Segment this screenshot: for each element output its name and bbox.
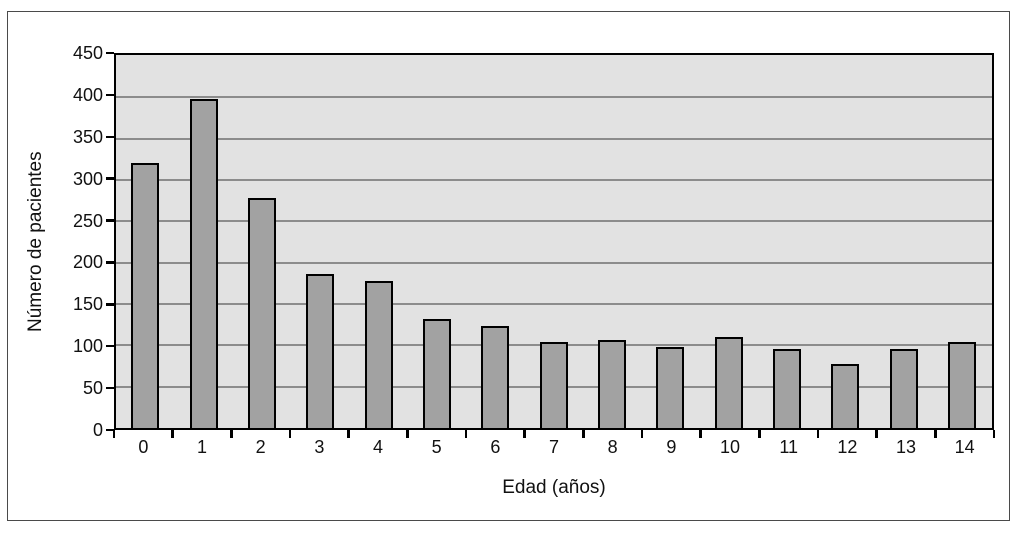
y-tick-label-150: 150 [72, 294, 103, 315]
bar-age-12 [831, 364, 860, 428]
y-tick-label-200: 200 [72, 252, 103, 273]
y-tick-label-100: 100 [72, 336, 103, 357]
bar-age-7 [539, 342, 568, 428]
bar-age-10 [714, 337, 743, 428]
y-tick-label-400: 400 [72, 84, 103, 105]
x-tick-mark-3 [288, 430, 292, 438]
bar-age-14 [947, 342, 976, 428]
x-tick-mark-1 [171, 430, 174, 438]
bar-age-9 [656, 347, 685, 428]
x-tick-mark-8 [582, 430, 585, 438]
y-tick-label-0: 0 [92, 420, 103, 440]
x-axis-title: Edad (años) [502, 477, 606, 498]
x-tick-label-6: 6 [490, 437, 501, 457]
x-tick-label-9: 9 [666, 437, 677, 457]
y-axis-title: Número de pacientes [25, 151, 46, 332]
x-tick-label-8: 8 [607, 437, 618, 457]
bar-age-4 [364, 281, 393, 428]
y-tick-mark-100 [106, 344, 114, 348]
figure-frame: Número de pacientes 0 50 100 150 200 250 300 35… [7, 11, 1010, 521]
gridline-200 [116, 261, 992, 264]
x-tick-label-1: 1 [196, 437, 207, 457]
y-tick-mark-0 [106, 428, 114, 432]
y-tick-mark-50 [106, 386, 114, 390]
x-tick-mark-14 [934, 430, 937, 438]
x-tick-label-13: 13 [895, 437, 917, 457]
bar-age-6 [481, 326, 510, 428]
y-tick-mark-250 [106, 219, 114, 222]
x-tick-mark-7 [523, 430, 526, 438]
x-tick-label-2: 2 [255, 437, 266, 457]
bar-age-8 [597, 340, 626, 428]
y-tick-label-50: 50 [82, 378, 103, 399]
y-tick-label-350: 350 [72, 126, 103, 147]
gridline-350 [116, 137, 992, 140]
y-tick-mark-300 [106, 177, 114, 180]
x-tick-label-5: 5 [431, 437, 442, 457]
gridline-250 [116, 220, 992, 223]
bar-age-5 [422, 319, 451, 428]
bar-age-3 [306, 274, 335, 428]
bar-age-2 [247, 198, 276, 428]
x-tick-label-11: 11 [779, 437, 798, 457]
y-tick-mark-400 [106, 93, 114, 97]
x-tick-mark-15 [992, 430, 996, 438]
y-tick-label-250: 250 [72, 210, 103, 231]
x-tick-label-0: 0 [138, 437, 149, 457]
x-tick-label-14: 14 [954, 437, 975, 457]
x-tick-label-12: 12 [837, 437, 858, 457]
x-tick-label-3: 3 [314, 437, 325, 457]
y-tick-label-300: 300 [72, 168, 103, 189]
bar-age-0 [131, 163, 160, 428]
x-tick-mark-12 [816, 430, 820, 438]
gridline-300 [116, 179, 992, 181]
plot-area [114, 53, 994, 430]
x-tick-label-4: 4 [372, 437, 383, 457]
bar-age-1 [189, 99, 218, 428]
x-tick-mark-10 [699, 430, 702, 438]
x-tick-mark-4 [347, 430, 350, 438]
gridline-400 [116, 96, 992, 99]
x-tick-label-7: 7 [548, 437, 559, 457]
y-tick-label-450: 450 [72, 43, 103, 63]
y-tick-mark-350 [106, 135, 114, 139]
x-tick-mark-13 [875, 430, 878, 438]
x-tick-mark-0 [112, 430, 116, 438]
y-tick-mark-450 [106, 51, 114, 55]
x-tick-label-10: 10 [719, 437, 741, 457]
x-tick-mark-2 [230, 430, 233, 438]
bar-age-11 [772, 349, 801, 428]
y-tick-mark-150 [106, 303, 114, 306]
bar-age-13 [889, 349, 918, 428]
y-tick-mark-200 [106, 261, 114, 264]
x-tick-mark-9 [640, 430, 644, 438]
x-tick-mark-5 [406, 430, 409, 438]
x-tick-mark-6 [464, 430, 468, 438]
gridline-150 [116, 303, 992, 305]
x-tick-mark-11 [758, 430, 761, 438]
